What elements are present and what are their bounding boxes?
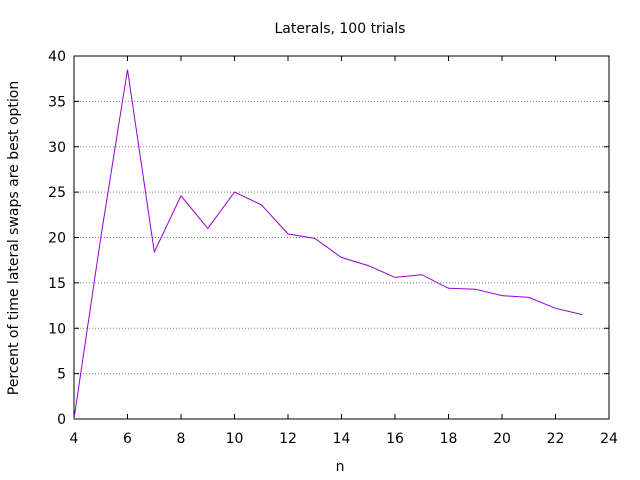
x-tick-label: 18 (440, 431, 458, 447)
series-line (73, 69, 583, 420)
x-tick-label: 22 (547, 431, 565, 447)
y-tick-label: 10 (48, 321, 66, 337)
x-tick-label: 6 (123, 431, 132, 447)
x-tick-label: 20 (493, 431, 511, 447)
x-tick-label: 8 (177, 431, 186, 447)
x-tick-label: 16 (386, 431, 404, 447)
y-tick-label: 30 (48, 140, 66, 156)
y-tick-label: 20 (48, 231, 66, 247)
x-tick-label: 10 (226, 431, 244, 447)
y-tick-label: 15 (48, 276, 66, 292)
chart-title: Laterals, 100 trials (275, 21, 406, 37)
y-tick-label: 40 (48, 49, 66, 65)
y-axis-ticks: 0 5 10 15 20 25 30 35 40 (48, 49, 609, 428)
y-tick-label: 25 (48, 185, 66, 201)
y-tick-label: 35 (48, 94, 66, 110)
y-axis-label: Percent of time lateral swaps are best o… (6, 81, 22, 395)
gridlines (74, 100, 609, 375)
x-tick-label: 4 (70, 431, 79, 447)
x-tick-label: 12 (279, 431, 297, 447)
y-tick-label: 0 (57, 412, 66, 428)
x-axis-label: n (336, 459, 345, 475)
y-tick-label: 5 (57, 367, 66, 383)
series-group (73, 69, 583, 420)
x-axis-ticks: 4 6 8 10 12 14 16 18 20 22 24 (70, 56, 618, 447)
x-tick-label: 24 (600, 431, 618, 447)
x-tick-label: 14 (333, 431, 351, 447)
